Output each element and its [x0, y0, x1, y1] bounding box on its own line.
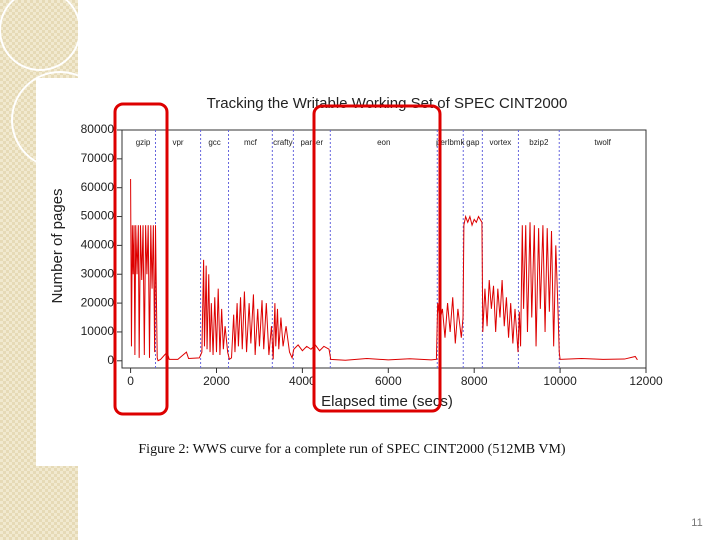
phase-label: eon	[377, 138, 390, 147]
slide-number: 11	[691, 517, 702, 529]
x-tick-label: 6000	[375, 374, 402, 388]
phase-label: bzip2	[529, 138, 549, 147]
phase-label: vortex	[489, 138, 511, 147]
decor-circle	[0, 0, 81, 71]
x-tick-label: 8000	[461, 374, 488, 388]
highlight-box	[312, 104, 442, 413]
x-tick-label: 12000	[629, 374, 663, 388]
caption: Figure 2: WWS curve for a complete run o…	[138, 442, 566, 457]
phase-label: vpr	[172, 138, 183, 147]
y-tick-label: 10000	[81, 324, 115, 338]
phase-label: mcf	[244, 138, 258, 147]
y-tick-label: 30000	[81, 266, 115, 280]
phase-label: perlbmk	[436, 138, 465, 147]
phase-label: parser	[300, 138, 323, 147]
y-tick-label: 50000	[81, 209, 115, 223]
y-tick-label: 20000	[81, 295, 115, 309]
y-tick-label: 0	[107, 353, 114, 367]
y-tick-label: 80000	[81, 122, 115, 136]
y-tick-label: 40000	[81, 238, 115, 252]
plot-frame	[121, 129, 647, 369]
phase-label: twolf	[594, 138, 611, 147]
highlight-box	[113, 102, 169, 416]
phase-label: gzip	[136, 138, 151, 147]
x-tick-label: 4000	[289, 374, 316, 388]
x-tick-label: 2000	[203, 374, 230, 388]
phase-label: gap	[466, 138, 480, 147]
phase-label: gcc	[208, 138, 220, 147]
chart-title: Tracking the Writable Working Set of SPE…	[207, 95, 568, 112]
plot: 0100002000030000400005000060000700008000…	[81, 122, 663, 388]
x-axis-title: Elapsed time (secs)	[321, 393, 453, 410]
y-tick-label: 70000	[81, 151, 115, 165]
phase-label: crafty	[273, 138, 293, 147]
y-tick-label: 60000	[81, 180, 115, 194]
data-line	[130, 179, 638, 362]
y-axis-title: Number of pages	[49, 188, 66, 303]
x-tick-label: 0	[127, 374, 134, 388]
x-tick-label: 10000	[543, 374, 577, 388]
